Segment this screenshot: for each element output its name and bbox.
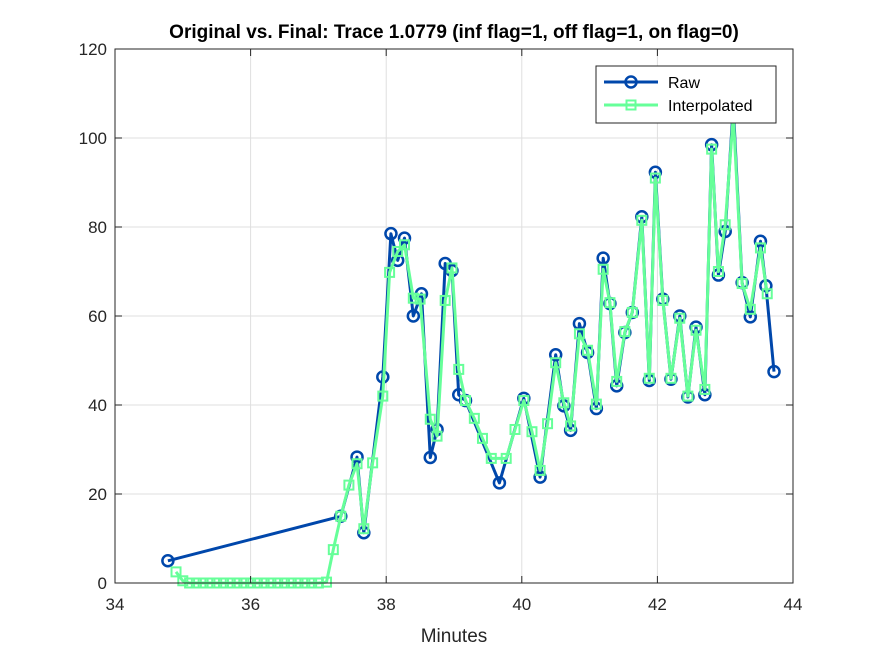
- data-point-raw: [596, 251, 610, 265]
- data-point-interpolated: [626, 306, 638, 318]
- data-point-interpolated: [509, 423, 521, 435]
- data-point-interpolated: [611, 375, 623, 387]
- data-point-interpolated: [690, 324, 702, 336]
- data-point-raw: [406, 309, 421, 323]
- x-tick-label: 44: [784, 595, 803, 614]
- chart-title: Original vs. Final: Trace 1.0779 (inf fl…: [169, 22, 739, 43]
- legend-label: Interpolated: [668, 98, 753, 115]
- data-point-interpolated: [384, 266, 396, 278]
- y-tick-label: 100: [79, 129, 107, 148]
- y-tick-label: 120: [79, 40, 107, 59]
- data-point-interpolated: [177, 575, 189, 587]
- data-point-interpolated: [643, 372, 655, 384]
- x-tick-label: 38: [377, 595, 396, 614]
- x-tick-label: 42: [648, 595, 667, 614]
- data-point-interpolated: [597, 263, 609, 275]
- data-point-interpolated: [343, 479, 355, 491]
- data-point-interpolated: [682, 390, 694, 402]
- y-tick-label: 60: [88, 307, 107, 326]
- ticks: 34 36 38 40 42 44 0 20 40 60 80 100 120: [79, 40, 803, 614]
- data-point-interpolated: [604, 297, 616, 309]
- data-point-interpolated: [414, 293, 426, 305]
- legend: Raw Interpolated: [595, 65, 777, 124]
- data-point-interpolated: [674, 312, 686, 324]
- data-point-interpolated: [736, 278, 748, 290]
- data-point-interpolated: [619, 326, 631, 338]
- y-tick-label: 0: [98, 574, 107, 593]
- data-point-interpolated: [327, 544, 339, 556]
- data-point-interpolated: [649, 172, 661, 184]
- data-point-interpolated: [754, 242, 766, 254]
- x-axis-label: Minutes: [421, 626, 488, 647]
- data-point-interpolated: [431, 430, 443, 442]
- data-point-interpolated: [446, 262, 458, 274]
- data-point-raw: [492, 476, 507, 490]
- data-point-raw: [548, 347, 563, 362]
- data-point-interpolated: [526, 426, 538, 438]
- data-point-interpolated: [424, 413, 436, 425]
- data-point-interpolated: [392, 245, 404, 257]
- data-point-interpolated: [665, 372, 677, 384]
- series-layer: [161, 100, 781, 589]
- data-point-interpolated: [712, 266, 724, 277]
- data-point-interpolated: [582, 344, 594, 356]
- data-point-interpolated: [573, 328, 585, 340]
- data-point-interpolated: [636, 214, 648, 226]
- data-point-interpolated: [565, 420, 577, 432]
- y-tick-label: 80: [88, 218, 107, 237]
- y-tick-label: 40: [88, 396, 107, 415]
- data-point-interpolated: [335, 510, 347, 522]
- data-point-interpolated: [657, 294, 669, 306]
- data-point-interpolated: [719, 219, 731, 231]
- data-point-interpolated: [590, 398, 602, 410]
- data-point-interpolated: [321, 576, 333, 588]
- y-tick-label: 20: [88, 485, 107, 504]
- data-point-interpolated: [558, 397, 570, 409]
- data-point-raw: [767, 364, 781, 379]
- x-tick-label: 36: [241, 595, 260, 614]
- legend-label: Raw: [668, 75, 700, 92]
- data-point-interpolated: [534, 464, 546, 476]
- data-point-raw: [161, 554, 175, 568]
- data-point-interpolated: [377, 390, 389, 402]
- data-point-interpolated: [351, 458, 363, 470]
- legend-entry: Raw: [604, 75, 700, 92]
- data-point-interpolated: [761, 288, 773, 300]
- data-point-interpolated: [542, 418, 554, 430]
- data-point-raw: [423, 450, 438, 465]
- data-point-interpolated: [358, 523, 370, 535]
- data-point-interpolated: [485, 452, 497, 464]
- legend-marker-square: [625, 99, 637, 111]
- x-tick-label: 34: [106, 595, 125, 614]
- data-point-interpolated: [699, 383, 711, 395]
- legend-marker-circle: [624, 75, 638, 89]
- data-point-interpolated: [453, 363, 465, 375]
- data-point-interpolated: [367, 457, 379, 469]
- data-point-interpolated: [476, 432, 488, 444]
- data-point-interpolated: [706, 143, 718, 155]
- data-point-raw: [743, 310, 758, 324]
- legend-entry: Interpolated: [604, 98, 753, 115]
- data-point-interpolated: [407, 292, 419, 304]
- data-point-interpolated: [468, 412, 480, 424]
- legend-box: [595, 65, 777, 124]
- data-point-raw: [384, 226, 398, 241]
- x-tick-label: 40: [512, 595, 531, 614]
- data-point-interpolated: [399, 239, 411, 251]
- series-interpolated: [170, 110, 773, 589]
- data-point-interpolated: [744, 303, 756, 315]
- data-point-interpolated: [518, 395, 530, 407]
- data-point-interpolated: [439, 294, 451, 306]
- data-point-interpolated: [460, 395, 472, 407]
- data-point-interpolated: [500, 452, 512, 464]
- data-point-interpolated: [170, 566, 182, 578]
- data-point-interpolated: [550, 357, 562, 369]
